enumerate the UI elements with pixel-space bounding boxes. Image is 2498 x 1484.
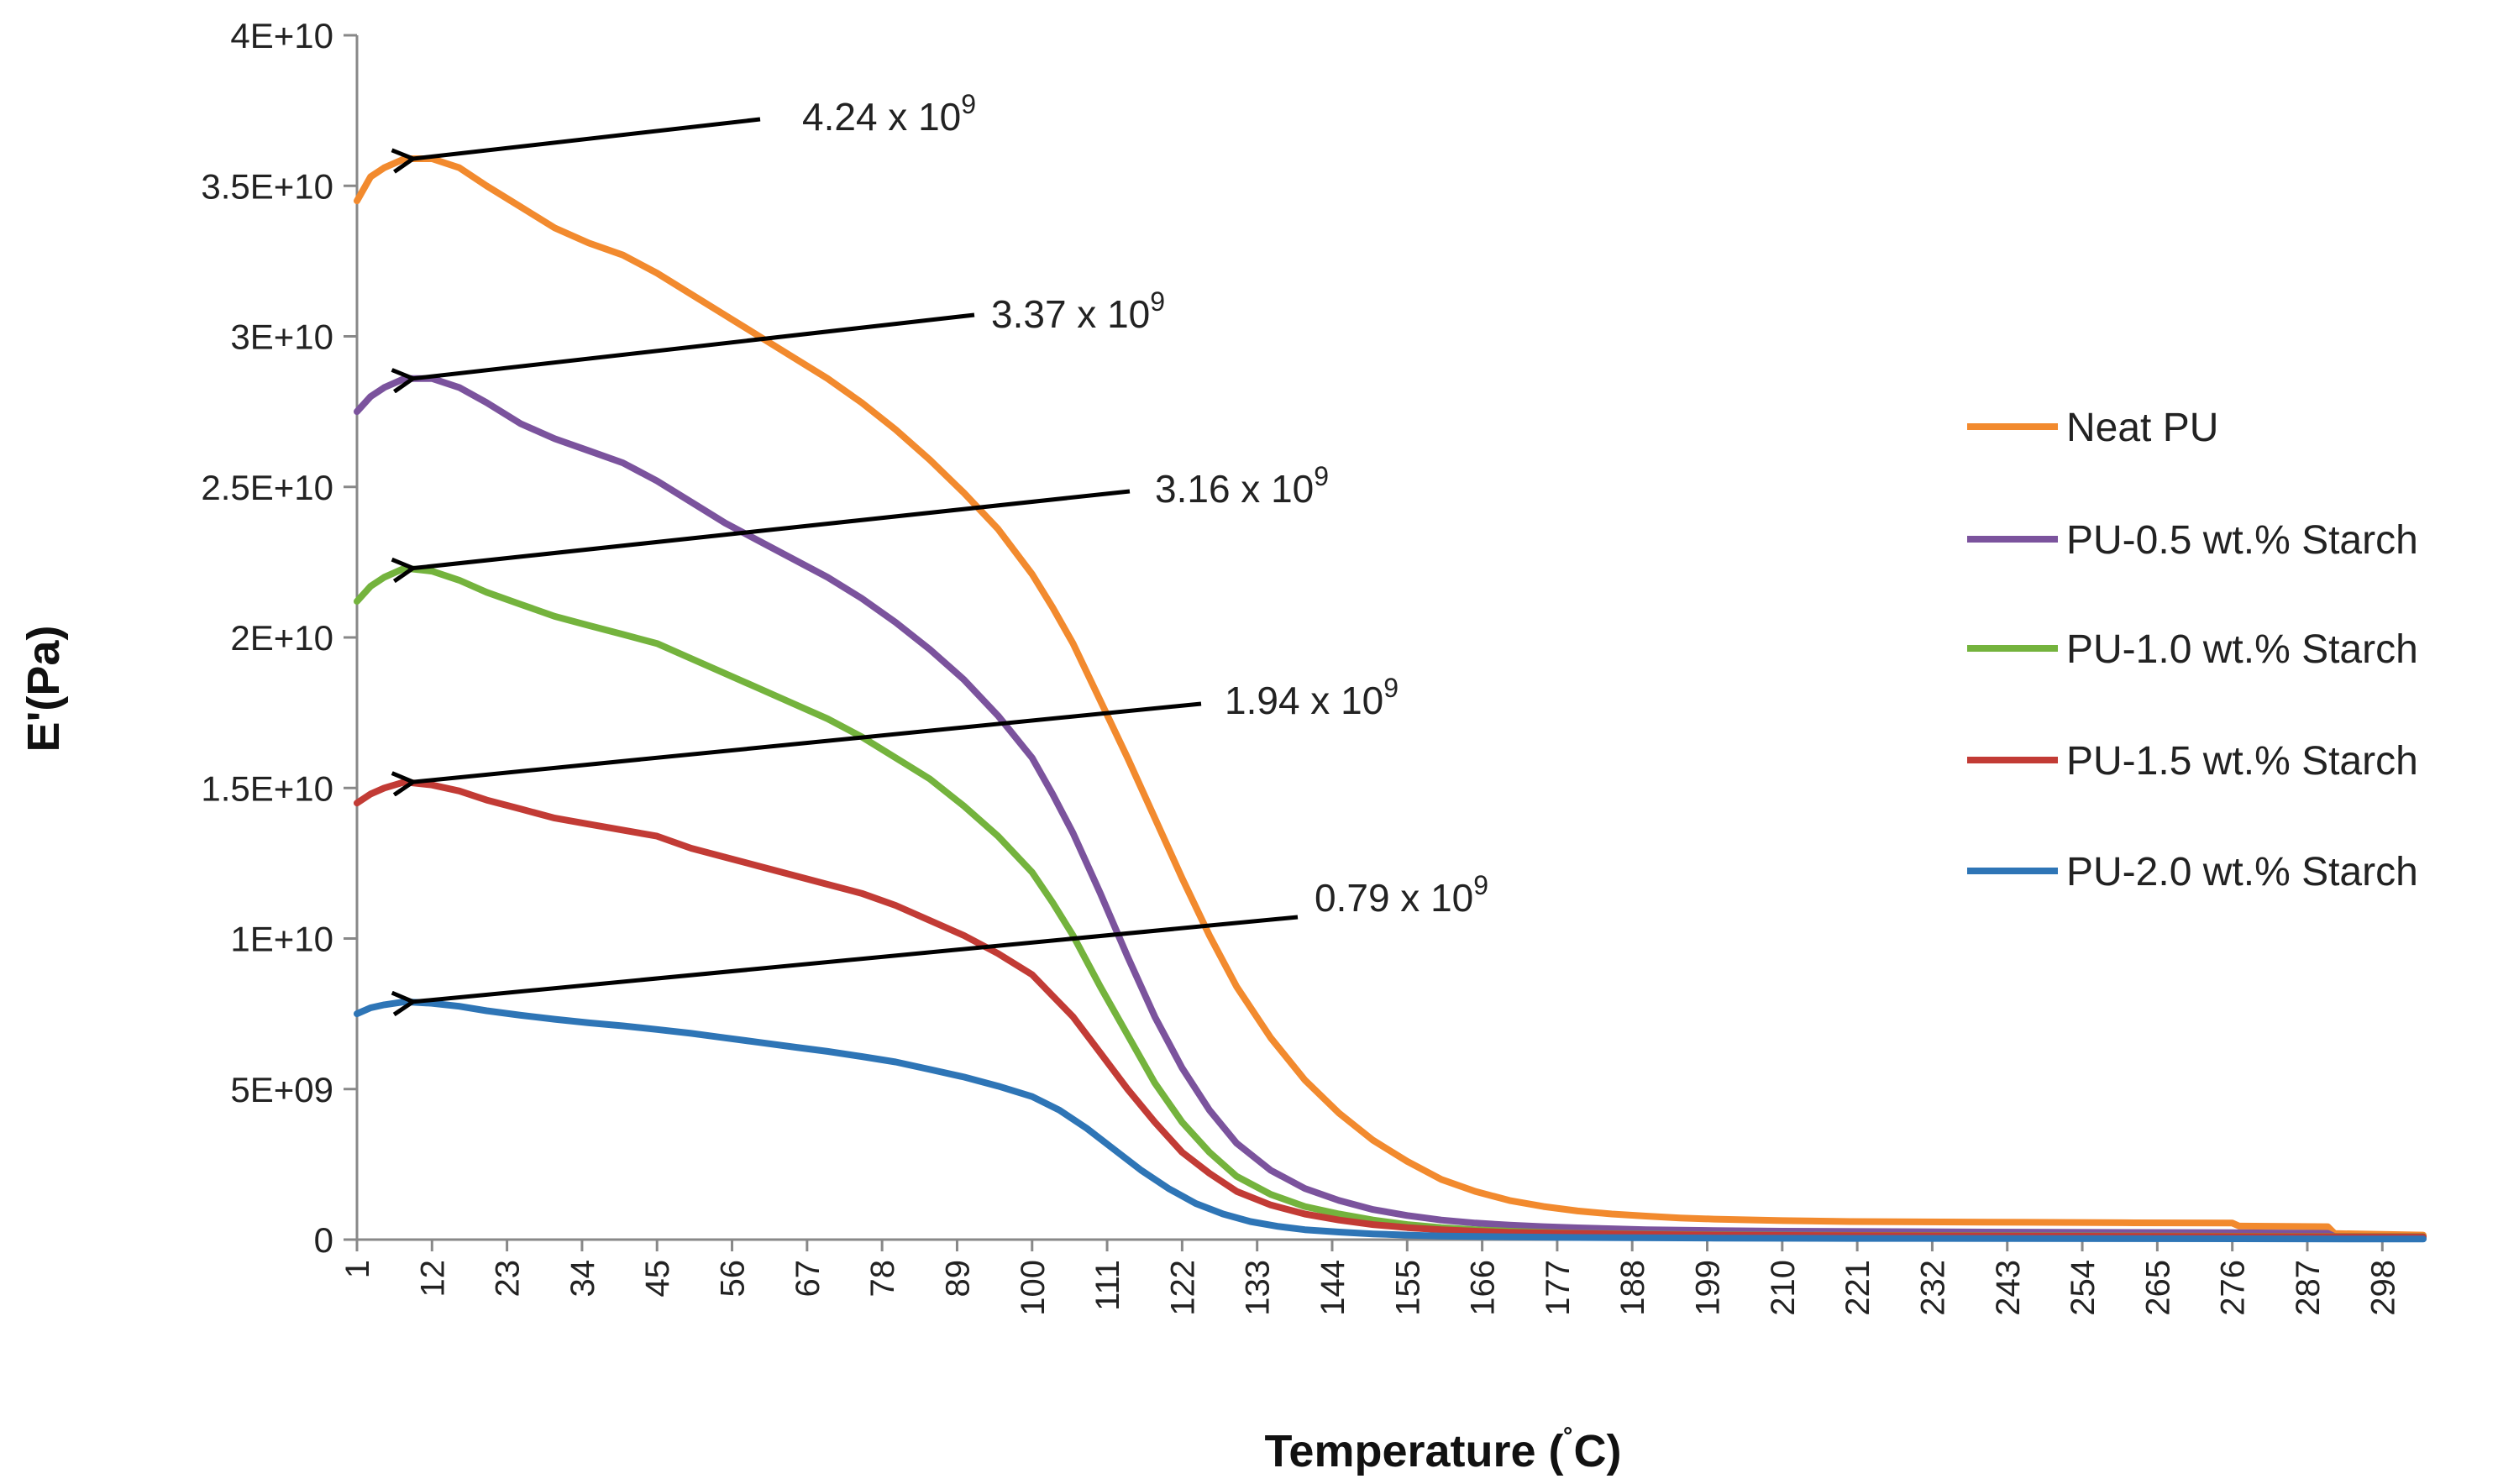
y-axis-title: E'(Pa) xyxy=(18,626,69,752)
x-tick-label: 34 xyxy=(564,1260,601,1298)
x-tick-label: 177 xyxy=(1540,1260,1577,1316)
x-tick-label: 67 xyxy=(790,1260,827,1298)
annotation-value: 1.94 x 10 xyxy=(1225,679,1383,722)
x-axis-ticks: 1 12 23 34 45 56 67 78 89 100 111 122 133 144 155 166 17… xyxy=(339,1240,2401,1316)
x-tick-label: 265 xyxy=(2139,1260,2176,1316)
plot-area: 0 5E+09 1E+10 1.5E+10 2E+10 2.5E+10 3E+10 3.5E+… xyxy=(201,16,2427,1316)
x-tick-label: 12 xyxy=(414,1260,451,1298)
y-tick-label: 4E+10 xyxy=(230,16,333,55)
y-tick-label: 1E+10 xyxy=(230,920,333,959)
x-tick-label: 111 xyxy=(1089,1260,1126,1311)
y-tick-label: 2E+10 xyxy=(230,618,333,658)
x-tick-label: 78 xyxy=(864,1260,901,1298)
x-tick-label: 155 xyxy=(1389,1260,1426,1316)
x-tick-label: 1 xyxy=(339,1260,376,1278)
x-tick-label: 298 xyxy=(2364,1260,2401,1316)
y-axis-ticks: 0 5E+09 1E+10 1.5E+10 2E+10 2.5E+10 3E+10 3.5E+… xyxy=(201,16,357,1260)
annotation-exponent: 9 xyxy=(1383,673,1399,703)
annotation-label: 1.94 x 109 xyxy=(1225,673,1399,722)
x-tick-label: 243 xyxy=(1990,1260,2027,1316)
annotation-arrow xyxy=(413,117,761,159)
y-tick-label: 0 xyxy=(314,1220,333,1260)
x-tick-label: 23 xyxy=(490,1260,527,1298)
annotation-value: 3.16 x 10 xyxy=(1155,467,1314,511)
series-line-4 xyxy=(354,998,2427,1243)
y-tick-label: 3E+10 xyxy=(230,317,333,357)
x-tick-label: 122 xyxy=(1164,1260,1201,1316)
annotation-exponent: 9 xyxy=(961,89,976,119)
annotation-value: 4.24 x 10 xyxy=(802,95,961,139)
y-tick-label: 5E+09 xyxy=(230,1070,333,1109)
x-tick-label: 254 xyxy=(2065,1260,2102,1316)
annotation-arrow xyxy=(413,701,1202,782)
annotation-value: 0.79 x 10 xyxy=(1315,876,1473,920)
annotation-exponent: 9 xyxy=(1473,870,1488,900)
x-tick-label: 56 xyxy=(715,1260,752,1298)
x-tick-label: 89 xyxy=(939,1260,976,1298)
annotation-exponent: 9 xyxy=(1314,461,1329,491)
series-line-3 xyxy=(354,779,2427,1240)
y-tick-label: 1.5E+10 xyxy=(201,768,333,808)
x-tick-label: 144 xyxy=(1315,1260,1351,1316)
x-tick-label: 188 xyxy=(1614,1260,1651,1316)
annotation-arrow xyxy=(413,312,975,379)
legend-label: PU-1.5 wt.% Starch xyxy=(2066,739,2418,784)
annotation-value: 3.37 x 10 xyxy=(991,292,1150,336)
x-tick-label: 199 xyxy=(1690,1260,1727,1316)
x-tick-label: 276 xyxy=(2215,1260,2252,1316)
x-tick-label: 232 xyxy=(1914,1260,1951,1316)
legend-label: Neat PU xyxy=(2066,406,2218,450)
annotation-arrow xyxy=(413,915,1299,1002)
x-tick-label: 166 xyxy=(1465,1260,1502,1316)
series-line-0 xyxy=(354,155,2427,1239)
annotation-arrow xyxy=(413,489,1131,569)
y-tick-label: 3.5E+10 xyxy=(201,166,333,206)
series-lines xyxy=(354,155,2427,1243)
annotation-label: 0.79 x 109 xyxy=(1315,870,1488,920)
x-tick-label: 221 xyxy=(1839,1260,1876,1316)
y-tick-label: 2.5E+10 xyxy=(201,468,333,507)
annotation-label: 3.16 x 109 xyxy=(1155,461,1329,511)
legend-label: PU-2.0 wt.% Starch xyxy=(2066,850,2418,894)
series-line-1 xyxy=(354,375,2427,1241)
x-axis-title: Temperature (˚C) xyxy=(1264,1424,1621,1476)
x-tick-label: 210 xyxy=(1765,1260,1802,1316)
annotation-label: 4.24 x 109 xyxy=(802,89,976,139)
annotation-label: 3.37 x 109 xyxy=(991,286,1165,336)
legend: Neat PU PU-0.5 wt.% Starch PU-1.0 wt.% Sta… xyxy=(1967,406,2418,894)
legend-label: PU-1.0 wt.% Starch xyxy=(2066,627,2418,672)
legend-label: PU-0.5 wt.% Starch xyxy=(2066,518,2418,563)
x-tick-label: 287 xyxy=(2290,1260,2327,1316)
x-tick-label: 45 xyxy=(639,1260,676,1298)
annotation-exponent: 9 xyxy=(1150,286,1165,317)
x-tick-label: 100 xyxy=(1015,1260,1052,1316)
x-tick-label: 133 xyxy=(1240,1260,1277,1316)
